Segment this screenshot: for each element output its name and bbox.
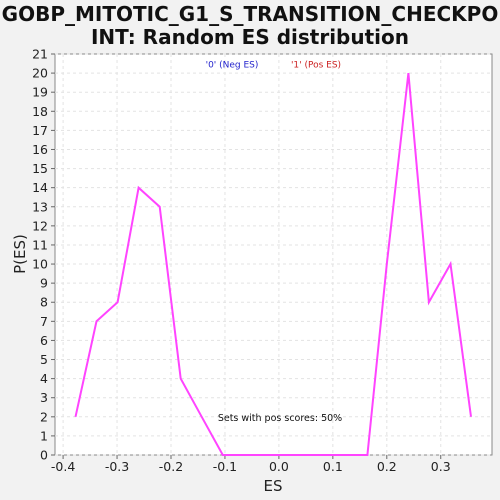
x-tick-label: -0.1 bbox=[213, 459, 237, 474]
y-tick-label: 13 bbox=[32, 199, 48, 214]
x-tick-label: 0.1 bbox=[323, 459, 343, 474]
x-axis-label: ES bbox=[264, 477, 283, 495]
x-tick-label: 0.3 bbox=[431, 459, 451, 474]
y-tick-label: 4 bbox=[40, 371, 48, 386]
y-tick-label: 8 bbox=[40, 295, 48, 310]
y-tick-label: 9 bbox=[40, 276, 48, 291]
y-tick-label: 10 bbox=[32, 257, 48, 272]
legend-item-pos: '1' (Pos ES) bbox=[291, 61, 341, 71]
y-tick-label: 16 bbox=[32, 142, 48, 157]
x-tick-label: -0.2 bbox=[159, 459, 183, 474]
y-tick-label: 7 bbox=[40, 314, 48, 329]
plot-area bbox=[54, 53, 493, 456]
axis-ticks: -0.4 -0.3 -0.2 -0.1 0.0 0.1 0.2 0.3012345678910… bbox=[32, 47, 451, 475]
y-tick-label: 11 bbox=[32, 237, 48, 252]
y-tick-label: 17 bbox=[32, 123, 48, 138]
x-tick-label: -0.3 bbox=[105, 459, 129, 474]
y-tick-label: 21 bbox=[32, 47, 48, 62]
legend-item-neg: '0' (Neg ES) bbox=[206, 61, 259, 71]
x-tick-label: -0.4 bbox=[51, 459, 75, 474]
series-line bbox=[74, 72, 472, 456]
x-tick-label: 0.0 bbox=[269, 459, 289, 474]
y-tick-label: 5 bbox=[40, 352, 48, 367]
annotation-pos-scores: Sets with pos scores: 50% bbox=[218, 413, 342, 424]
x-tick-label: 0.2 bbox=[377, 459, 397, 474]
y-tick-label: 3 bbox=[40, 390, 48, 405]
y-tick-label: 19 bbox=[32, 85, 48, 100]
y-tick-label: 2 bbox=[40, 409, 48, 424]
chart-title-line-1: GOBP_MITOTIC_G1_S_TRANSITION_CHECKPO bbox=[1, 2, 499, 26]
y-tick-label: 18 bbox=[32, 104, 48, 119]
y-tick-label: 6 bbox=[40, 333, 48, 348]
y-tick-label: 12 bbox=[32, 218, 48, 233]
y-tick-label: 20 bbox=[32, 66, 48, 81]
series-layer bbox=[74, 72, 472, 456]
y-tick-label: 14 bbox=[32, 180, 48, 195]
y-tick-label: 0 bbox=[40, 448, 48, 463]
chart-title-line-2: INT: Random ES distribution bbox=[90, 25, 410, 49]
y-tick-label: 15 bbox=[32, 161, 48, 176]
grid bbox=[55, 53, 492, 456]
y-axis-label: P(ES) bbox=[11, 234, 29, 274]
y-tick-label: 1 bbox=[40, 428, 48, 443]
